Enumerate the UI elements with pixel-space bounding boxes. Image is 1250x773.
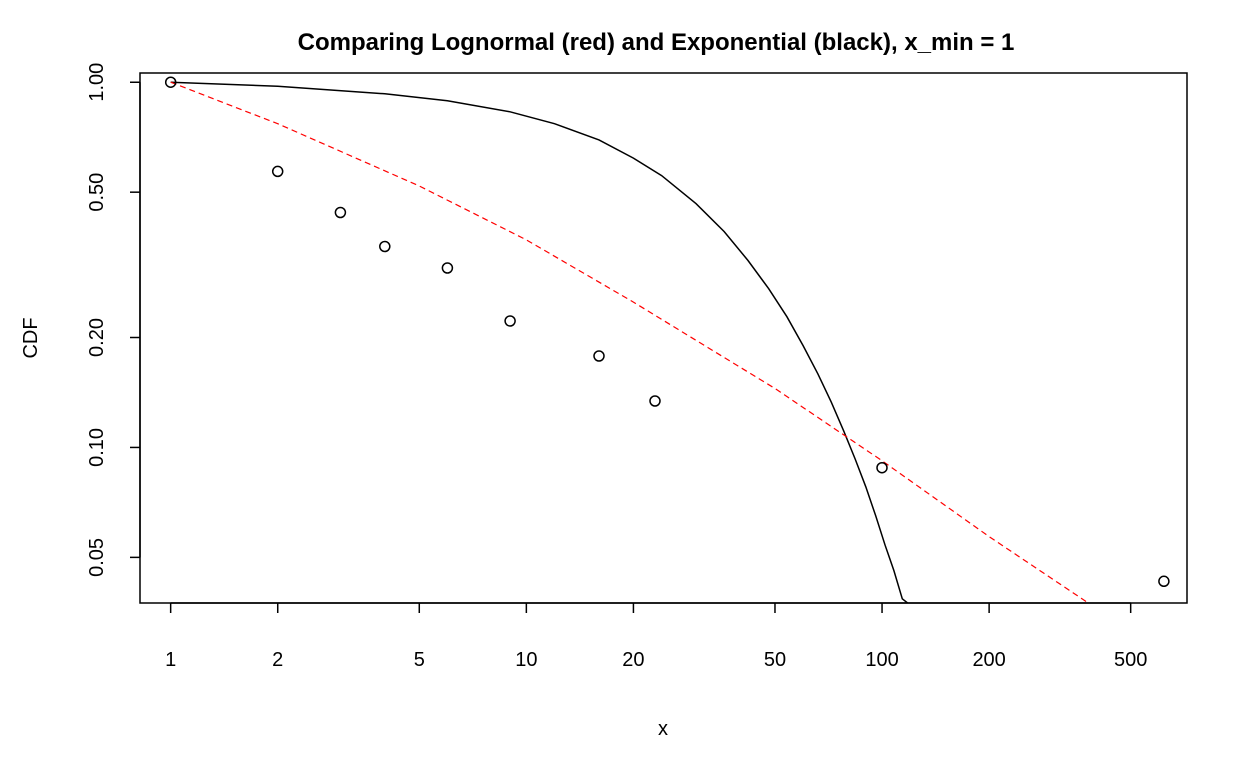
y-tick-label: 0.10 <box>86 428 108 467</box>
x-tick-label: 2 <box>272 649 283 671</box>
data-point <box>1158 575 1170 588</box>
data-point <box>593 350 605 362</box>
y-tick-label: 0.05 <box>86 538 108 577</box>
data-point <box>379 240 391 253</box>
x-tick-label: 10 <box>515 649 537 671</box>
x-tick-label: 500 <box>1114 649 1147 671</box>
x-tick-label: 20 <box>622 649 644 671</box>
x-tick-label: 1 <box>165 649 176 671</box>
data-point <box>504 315 516 327</box>
series-line-2 <box>170 81 1089 603</box>
series-line-1 <box>170 81 909 603</box>
y-tick-label: 1.00 <box>86 63 108 102</box>
x-tick-label: 200 <box>972 649 1005 671</box>
chart-title: Comparing Lognormal (red) and Exponentia… <box>298 29 1015 56</box>
series-layer <box>170 81 1089 603</box>
x-axis: 1 2 5 10 20 50 100 200 500 <box>165 602 1147 671</box>
data-point <box>649 395 661 407</box>
plot-frame <box>139 72 1188 604</box>
data-point <box>271 165 284 178</box>
x-tick-label: 50 <box>764 649 786 671</box>
data-point <box>334 206 347 219</box>
y-tick-label: 0.50 <box>86 173 108 212</box>
y-axis-label: CDF <box>20 317 42 358</box>
data-point <box>876 461 888 474</box>
y-tick-label: 0.20 <box>86 318 108 357</box>
x-tick-label: 100 <box>865 649 898 671</box>
data-point <box>164 76 177 88</box>
y-axis: 0.05 0.10 0.20 0.50 1.00 <box>86 63 141 577</box>
x-tick-label: 5 <box>414 649 425 671</box>
x-axis-label: x <box>658 718 668 740</box>
points-layer <box>164 76 1170 588</box>
data-point <box>441 262 454 274</box>
